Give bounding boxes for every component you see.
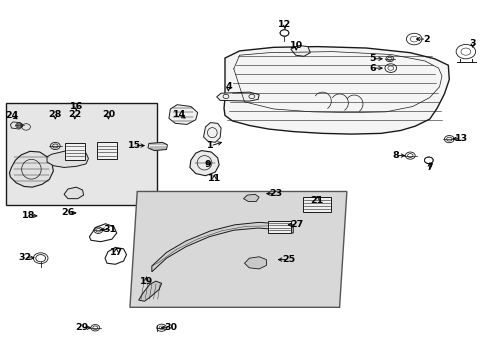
Bar (97, 142, 117, 159)
Text: 13: 13 (454, 134, 467, 143)
Polygon shape (130, 192, 346, 307)
Text: 2: 2 (422, 35, 429, 44)
Text: 30: 30 (163, 323, 177, 332)
Polygon shape (189, 150, 219, 176)
Text: 24: 24 (5, 111, 19, 120)
Text: 31: 31 (103, 225, 116, 234)
Polygon shape (152, 222, 293, 272)
Text: 11: 11 (207, 175, 221, 184)
Text: 9: 9 (204, 161, 211, 170)
Text: 28: 28 (48, 110, 62, 119)
Text: 25: 25 (281, 255, 294, 264)
Polygon shape (139, 281, 161, 301)
Polygon shape (148, 142, 167, 150)
Polygon shape (244, 257, 266, 269)
Polygon shape (9, 151, 53, 187)
Polygon shape (290, 45, 310, 56)
Text: 18: 18 (22, 211, 36, 220)
Text: 3: 3 (468, 39, 475, 48)
Text: 10: 10 (289, 41, 302, 50)
Text: 32: 32 (19, 253, 32, 262)
Text: 27: 27 (290, 220, 303, 229)
Text: 23: 23 (269, 189, 282, 198)
Bar (302, 197, 330, 212)
Polygon shape (47, 150, 88, 167)
Bar (267, 221, 291, 233)
Polygon shape (168, 105, 197, 125)
Text: 26: 26 (61, 208, 75, 217)
Text: 6: 6 (368, 64, 375, 73)
Text: 20: 20 (102, 110, 115, 119)
Text: 16: 16 (69, 102, 83, 111)
Text: 22: 22 (68, 110, 81, 119)
Polygon shape (203, 123, 221, 142)
Polygon shape (243, 194, 259, 202)
Text: 12: 12 (278, 19, 291, 28)
Polygon shape (64, 187, 83, 199)
Bar (65, 143, 84, 160)
Text: 19: 19 (140, 276, 153, 285)
Text: 7: 7 (426, 163, 432, 172)
Text: 14: 14 (172, 110, 185, 119)
Text: 15: 15 (127, 141, 141, 150)
Polygon shape (224, 46, 448, 134)
Text: 5: 5 (368, 54, 375, 63)
Text: 8: 8 (391, 151, 398, 160)
Polygon shape (216, 92, 259, 101)
Text: 29: 29 (75, 323, 88, 332)
Bar (5, 103, 157, 205)
Text: 21: 21 (310, 196, 323, 205)
Text: 4: 4 (224, 82, 231, 91)
Text: 17: 17 (109, 248, 122, 257)
Text: 1: 1 (206, 141, 213, 150)
